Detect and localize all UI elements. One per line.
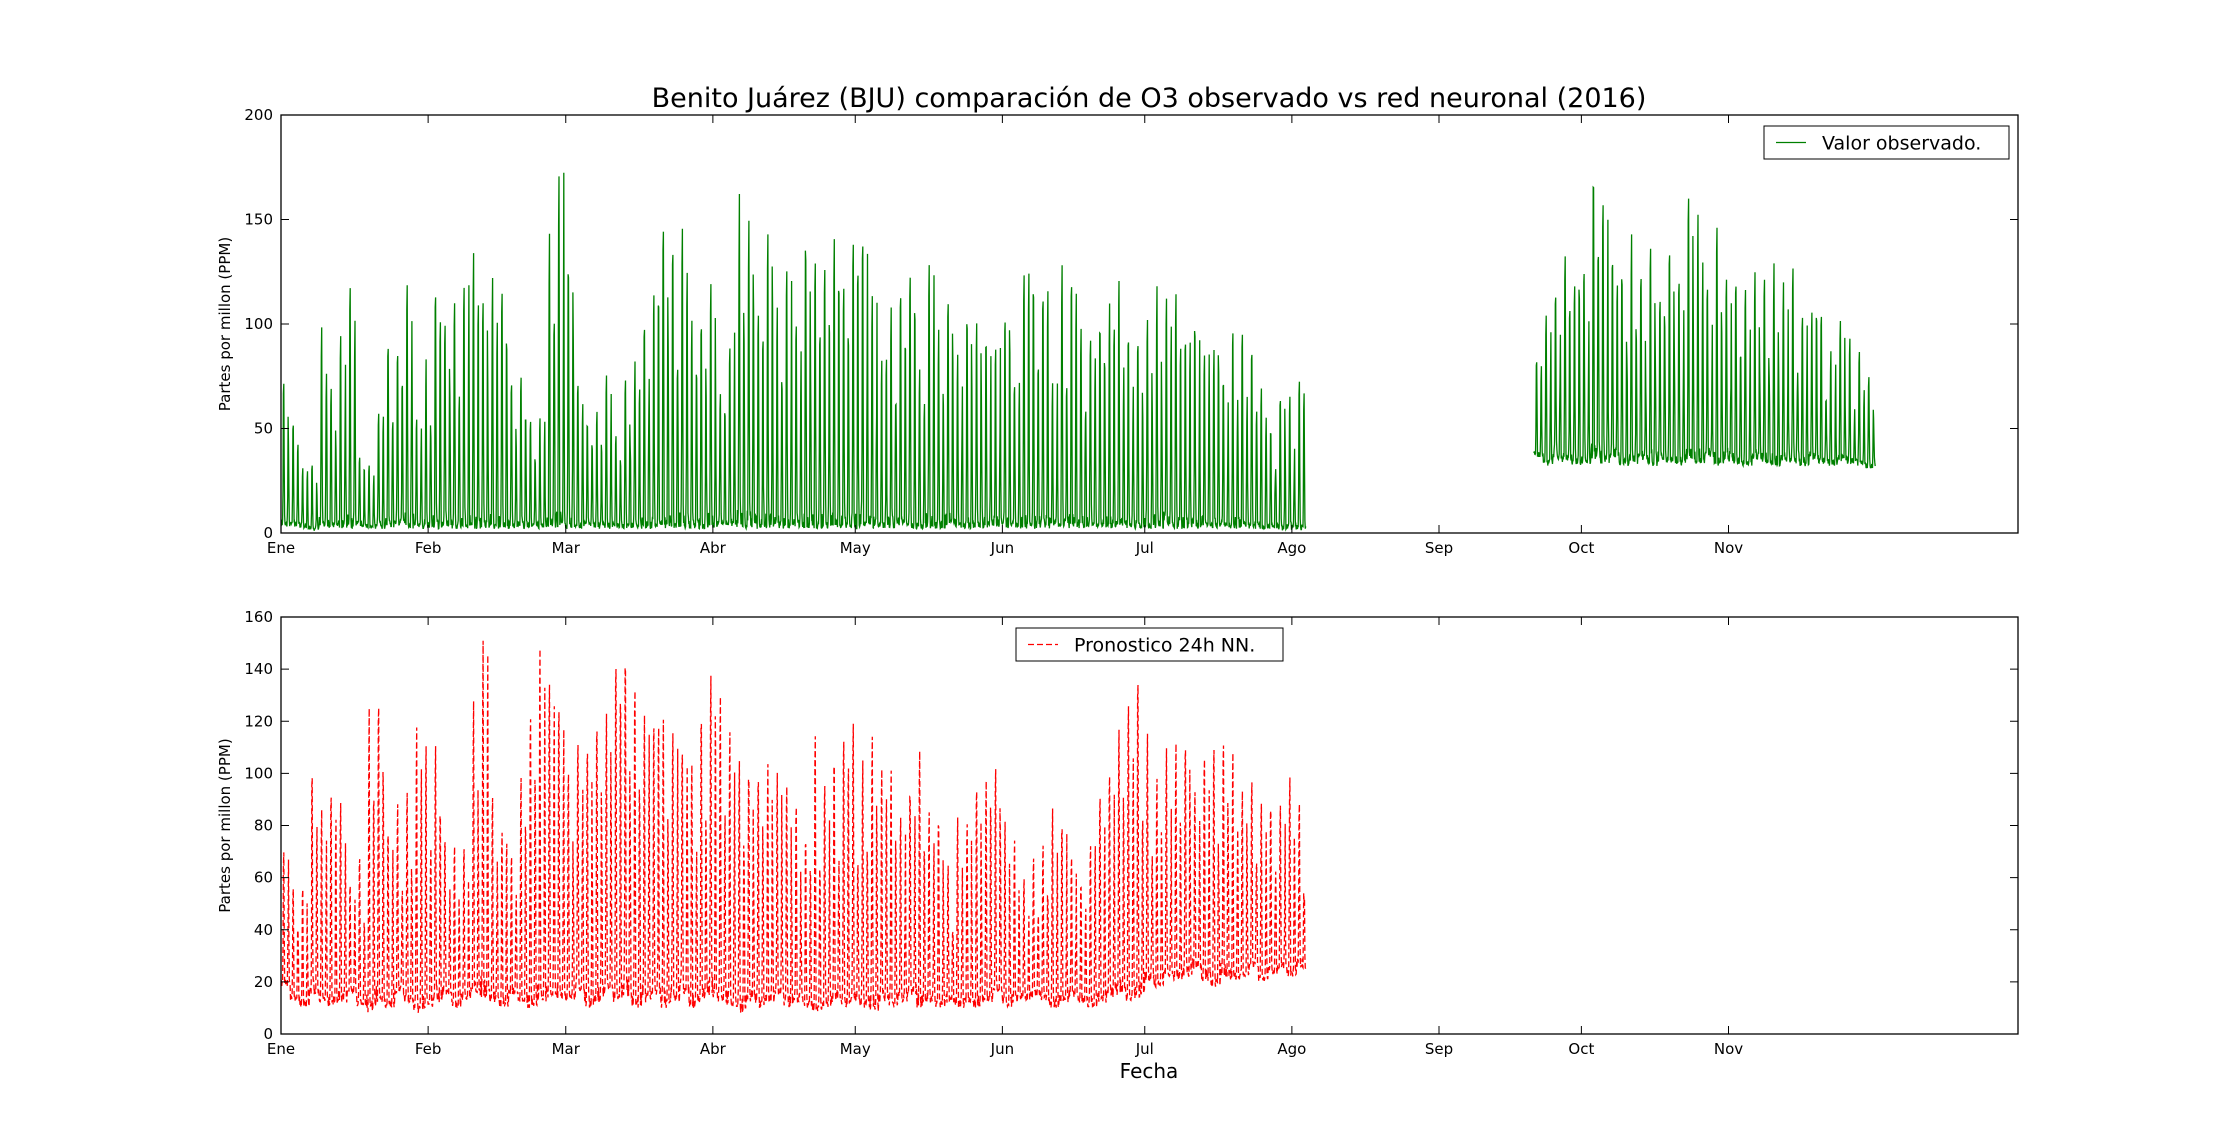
x-tick-label: Oct xyxy=(1568,1040,1594,1058)
x-tick-label: Jul xyxy=(1135,1040,1154,1058)
x-tick-label: Nov xyxy=(1714,539,1743,557)
y-tick-label: 80 xyxy=(254,817,273,835)
x-tick-label: May xyxy=(840,539,871,557)
x-tick-label: Ago xyxy=(1277,1040,1306,1058)
legend-label: Pronostico 24h NN. xyxy=(1074,635,1255,657)
y-tick-label: 120 xyxy=(244,712,273,730)
x-tick-label: Feb xyxy=(415,1040,442,1058)
y-tick-label: 0 xyxy=(263,524,273,542)
x-tick-label: Jun xyxy=(990,539,1014,557)
x-tick-label: Mar xyxy=(552,1040,581,1058)
y-tick-label: 50 xyxy=(254,420,273,438)
x-tick-label: May xyxy=(840,1040,871,1058)
y-tick-label: 200 xyxy=(244,106,273,124)
panel-2: 0 20 40 60 80 100 120 140 160 Ene Feb Mar Abr May Jun J… xyxy=(216,608,2019,1058)
x-tick-label: Ene xyxy=(267,539,295,557)
x-tick-label: Jun xyxy=(990,1040,1014,1058)
series-line-1-2 xyxy=(1533,185,1876,469)
y-tick-label: 150 xyxy=(244,211,273,229)
x-axis-label: Fecha xyxy=(1120,1059,1179,1083)
x-tick-label: Feb xyxy=(415,539,442,557)
x-tick-label: Sep xyxy=(1425,539,1453,557)
y-tick-label: 100 xyxy=(244,764,273,782)
y-tick-label: 160 xyxy=(244,608,273,626)
x-tick-label: Ene xyxy=(267,1040,295,1058)
x-tick-label: Abr xyxy=(700,1040,727,1058)
series-line-2-1 xyxy=(281,640,1307,1015)
y-tick-label: 140 xyxy=(244,660,273,678)
axes-frame xyxy=(280,114,2019,534)
x-tick-label: Mar xyxy=(552,539,581,557)
y-axis-label: Partes por millon (PPM) xyxy=(216,738,234,912)
x-tick-label: Oct xyxy=(1568,539,1594,557)
x-tick-label: Ago xyxy=(1277,539,1306,557)
x-tick-label: Jul xyxy=(1135,539,1154,557)
axes-frame xyxy=(280,616,2019,1035)
legend: Pronostico 24h NN. xyxy=(1015,627,1284,662)
x-tick-label: Sep xyxy=(1425,1040,1453,1058)
y-tick-label: 100 xyxy=(244,315,273,333)
legend: Valor observado. xyxy=(1763,125,2010,160)
legend-label: Valor observado. xyxy=(1822,133,1981,155)
y-tick-label: 0 xyxy=(263,1025,273,1043)
panel-1: 0 50 100 150 200 Ene Feb Mar Abr May Jun Jul Ago Sep O… xyxy=(216,106,2019,557)
x-tick-label: Nov xyxy=(1714,1040,1743,1058)
y-tick-label: 20 xyxy=(254,973,273,991)
x-tick-label: Abr xyxy=(700,539,727,557)
series-line-1-1 xyxy=(281,172,1307,532)
y-tick-label: 60 xyxy=(254,869,273,887)
figure-title: Benito Juárez (BJU) comparación de O3 ob… xyxy=(652,83,1647,114)
y-axis-label: Partes por millon (PPM) xyxy=(216,237,234,411)
legend-box xyxy=(1015,627,1284,662)
y-tick-label: 40 xyxy=(254,921,273,939)
